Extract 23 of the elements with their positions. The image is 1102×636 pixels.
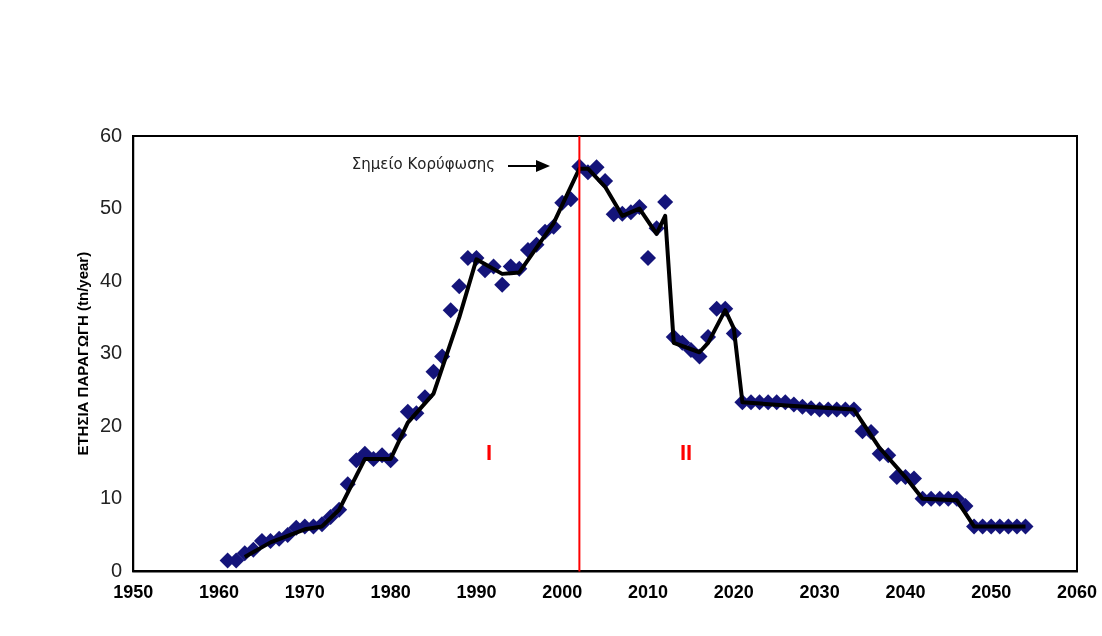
annotation: II xyxy=(678,440,694,466)
x-tick-label: 2000 xyxy=(542,582,583,603)
x-tick-label: 2040 xyxy=(885,582,926,603)
x-tick-label: 1990 xyxy=(456,582,497,603)
y-tick-label: 40 xyxy=(100,268,123,291)
x-tick-label: 1950 xyxy=(113,582,154,603)
annotation: Σημείο Κορύφωσης xyxy=(350,155,495,173)
x-tick-label: 2020 xyxy=(713,582,754,603)
y-axis-title: ΕΤΗΣΙΑ ΠΑΡΑΓΩΓΗ (tn/year) xyxy=(74,251,92,456)
y-tick-label: 50 xyxy=(100,196,123,219)
x-tick-label: 1960 xyxy=(199,582,240,603)
x-tick-label: 2030 xyxy=(799,582,840,603)
y-tick-label: 30 xyxy=(100,341,123,364)
y-tick-label: 10 xyxy=(100,486,123,509)
x-tick-label: 2010 xyxy=(628,582,669,603)
y-tick-label: 60 xyxy=(100,123,123,146)
x-tick-label: 1980 xyxy=(370,582,411,603)
x-tick-label: 1970 xyxy=(284,582,325,603)
x-tick-label: 2060 xyxy=(1056,582,1098,603)
y-tick-label: 0 xyxy=(111,558,123,581)
x-tick-label: 2050 xyxy=(971,582,1012,603)
annotation: I xyxy=(484,440,494,466)
y-tick-label: 20 xyxy=(100,413,123,436)
